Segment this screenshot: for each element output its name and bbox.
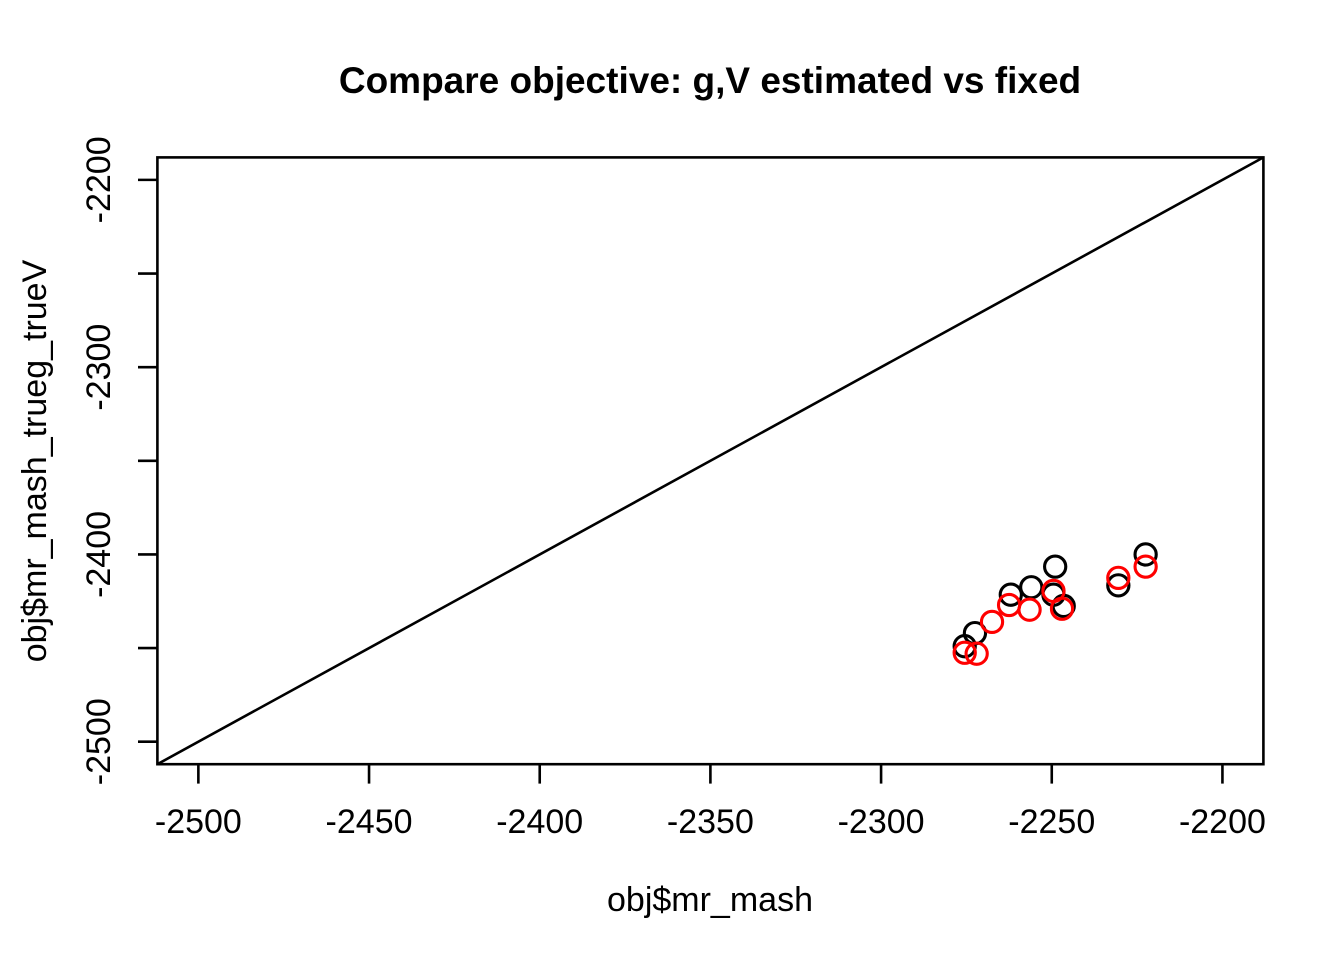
x-tick-label: -2350: [667, 803, 754, 841]
x-tick-label: -2450: [326, 803, 413, 841]
identity-line: [156, 156, 1265, 766]
data-point-black: [998, 582, 1023, 607]
x-axis-label: obj$mr_mash: [607, 881, 813, 919]
x-tick-label: -2300: [838, 803, 925, 841]
data-point-red: [1133, 554, 1158, 579]
data-point-red: [979, 609, 1005, 635]
chart-title: Compare objective: g,V estimated vs fixe…: [339, 60, 1081, 101]
data-point-black: [1106, 573, 1131, 598]
x-tick-label: -2200: [1179, 803, 1266, 841]
y-tick-label: -2200: [80, 136, 118, 223]
data-point-black: [1133, 542, 1158, 567]
x-tick-label: -2250: [1008, 803, 1095, 841]
x-tick-label: -2500: [155, 803, 242, 841]
y-tick-label: -2300: [80, 324, 118, 411]
y-axis-label: obj$mr_mash_trueg_trueV: [16, 259, 54, 662]
x-tick-label: -2400: [496, 803, 583, 841]
data-point-black: [1043, 554, 1068, 579]
data-point-red: [1106, 565, 1131, 591]
data-point-red: [1017, 597, 1042, 622]
data-point-black: [1019, 575, 1044, 600]
y-tick-label: -2500: [80, 698, 118, 785]
data-point-red: [1049, 596, 1075, 621]
data-point-red: [964, 641, 989, 666]
y-tick-label: -2400: [80, 511, 118, 598]
data-point-red: [952, 640, 977, 665]
plot-area: -2500 -2450 -2400 -2350 -2300 -2250 -2200 -2500…: [80, 136, 1266, 841]
